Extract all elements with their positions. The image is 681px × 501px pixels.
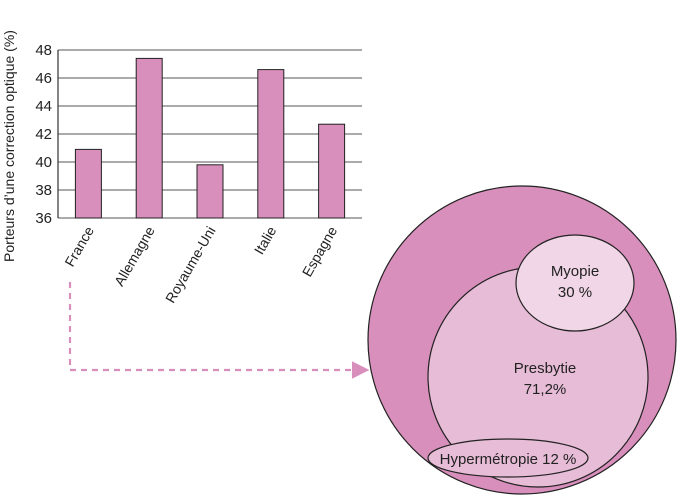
hypermetropie-label-value: 12 % [542,451,576,468]
bar-royaume-uni [196,164,224,219]
bar-allemagne [135,57,163,219]
presbytie-value: 71,2% [524,381,567,398]
bar-chart: 36 38 40 42 44 46 48 France Allemagne Royaume-Un… [1,30,362,306]
grid-lines [58,49,362,219]
hypermetropie-label: Hypermétropie 12 % [440,451,577,468]
y-tick-label: 44 [35,98,52,115]
myopie-label: Myopie [551,263,599,280]
presbytie-label: Presbytie [514,360,577,377]
connector-arrow [68,282,370,379]
x-tick-label: Royaume-Uni [162,224,219,306]
y-tick-label: 38 [35,182,52,199]
x-tick-labels: France Allemagne Royaume-Uni Italie Espagne [61,223,340,305]
hypermetropie-label-name: Hypermétropie [440,451,538,468]
y-tick-label: 42 [35,126,52,143]
y-tick-label: 36 [35,210,52,227]
bar-france [74,148,102,219]
y-tick-label: 48 [35,42,52,59]
venn-diagram: Myopie 30 % Presbytie 71,2% Hypermétropi… [367,185,677,495]
x-tick-label: Allemagne [111,223,158,288]
bar-espagne [318,123,346,219]
myopie-value: 30 % [558,284,592,301]
venn-hypermetropie-ellipse [427,438,589,478]
bar-italie [257,69,285,219]
x-tick-label: France [61,223,97,269]
venn-myopie-ellipse [515,234,635,332]
x-tick-label: Espagne [299,223,341,279]
y-tick-label: 46 [35,70,52,87]
bars [74,57,346,219]
y-tick-labels: 36 38 40 42 44 46 48 [35,42,52,227]
y-axis-label: Porteurs d’une correction optique (%) [1,30,17,262]
x-tick-label: Italie [251,223,280,257]
y-tick-label: 40 [35,154,52,171]
